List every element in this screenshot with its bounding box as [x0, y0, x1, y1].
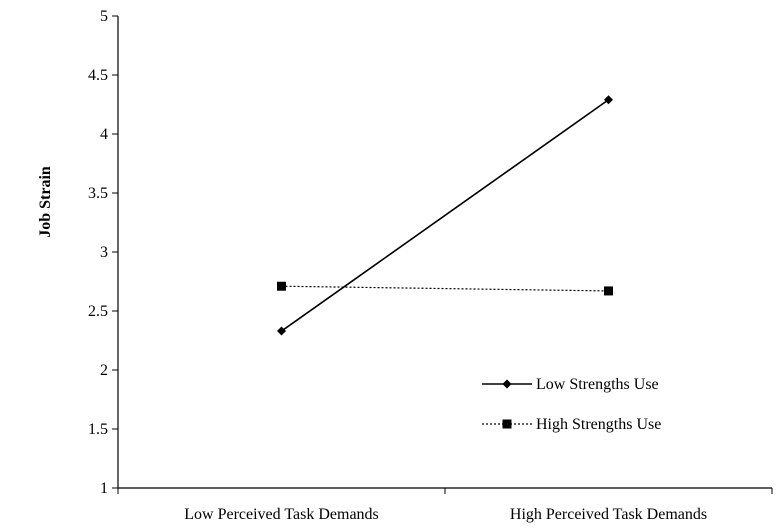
legend-entry: Low Strengths Use: [482, 376, 659, 393]
series-2: [277, 281, 613, 296]
data-point: [604, 95, 613, 105]
y-tick-label: 1: [100, 480, 108, 497]
y-tick-label: 3: [100, 244, 108, 261]
y-tick-label: 1.5: [88, 421, 108, 438]
y-tick-label: 5: [100, 8, 108, 25]
y-tick-label: 4.5: [88, 67, 108, 84]
legend: Low Strengths Use High Strengths Use: [482, 376, 661, 433]
axes: 1 1.5 2 2.5 3 3.5 4 4.5 5 Low Perceived Task Dema…: [88, 8, 773, 523]
series-1: [277, 95, 613, 336]
series-line: [281, 285, 609, 292]
data-point: [277, 281, 286, 291]
y-axis-title: Job Strain: [37, 166, 54, 238]
legend-label: Low Strengths Use: [536, 376, 659, 393]
legend-marker: [502, 379, 512, 389]
x-tick-label: Low Perceived Task Demands: [184, 506, 379, 523]
y-tick-label: 4: [100, 126, 108, 143]
legend-entry: High Strengths Use: [482, 416, 661, 433]
y-tick-label: 2: [100, 362, 108, 379]
x-tick-label: High Perceived Task Demands: [510, 506, 707, 523]
legend-label: High Strengths Use: [536, 416, 661, 433]
series-line: [281, 99, 609, 332]
data-point: [604, 286, 613, 296]
y-tick-label: 2.5: [88, 303, 108, 320]
y-tick-label: 3.5: [88, 185, 108, 202]
series-layer: [277, 95, 613, 336]
data-point: [277, 326, 286, 336]
legend-marker: [502, 419, 512, 429]
